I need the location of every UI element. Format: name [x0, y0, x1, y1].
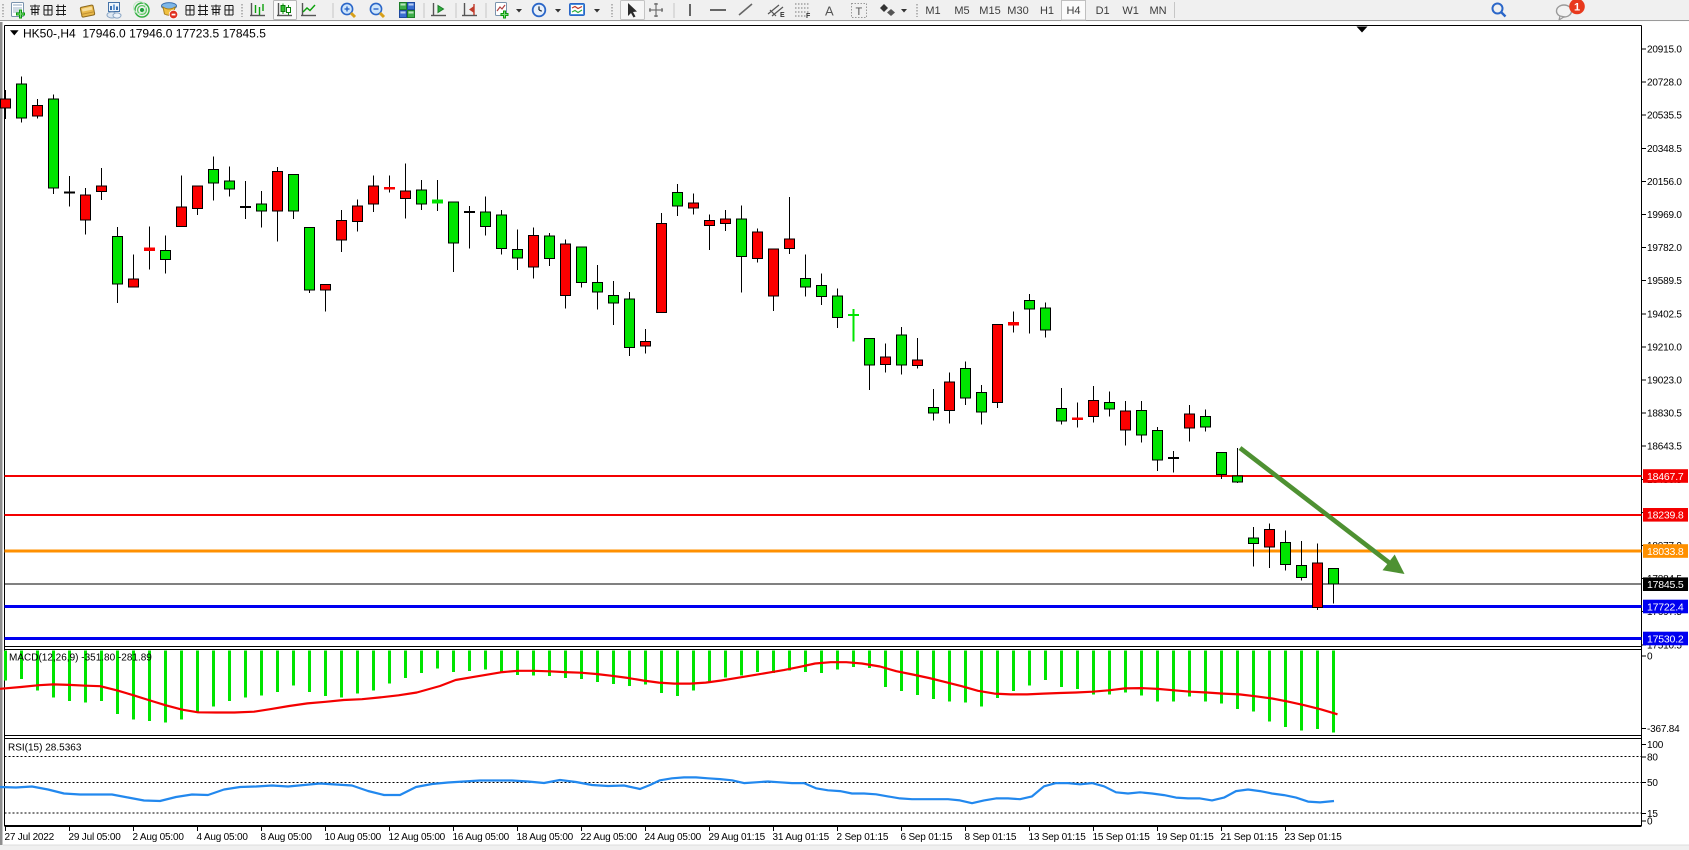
svg-text:17845.5: 17845.5: [1647, 579, 1684, 591]
svg-text:16 Aug 05:00: 16 Aug 05:00: [453, 832, 510, 843]
svg-text:4 Aug 05:00: 4 Aug 05:00: [197, 832, 249, 843]
svg-text:22 Aug 05:00: 22 Aug 05:00: [581, 832, 638, 843]
svg-text:20348.5: 20348.5: [1647, 144, 1682, 155]
svg-text:17722.4: 17722.4: [1647, 601, 1684, 613]
svg-text:18239.8: 18239.8: [1647, 510, 1684, 522]
svg-text:19589.5: 19589.5: [1647, 276, 1682, 287]
svg-text:0: 0: [1647, 651, 1653, 662]
svg-text:W1: W1: [1122, 5, 1139, 17]
svg-text:8 Aug 05:00: 8 Aug 05:00: [261, 832, 313, 843]
svg-text:M1: M1: [925, 5, 940, 17]
svg-text:18033.8: 18033.8: [1647, 546, 1684, 558]
svg-text:2 Sep 01:15: 2 Sep 01:15: [837, 832, 889, 843]
svg-text:13 Sep 01:15: 13 Sep 01:15: [1029, 832, 1087, 843]
svg-text:H1: H1: [1040, 5, 1054, 17]
svg-text:29 Aug 01:15: 29 Aug 01:15: [709, 832, 766, 843]
svg-text:100: 100: [1647, 740, 1664, 751]
svg-text:10 Aug 05:00: 10 Aug 05:00: [325, 832, 382, 843]
svg-text:19023.0: 19023.0: [1647, 376, 1682, 387]
svg-text:50: 50: [1647, 778, 1658, 789]
svg-text:24 Aug 05:00: 24 Aug 05:00: [645, 832, 702, 843]
svg-text:M30: M30: [1007, 5, 1028, 17]
svg-text:18467.7: 18467.7: [1647, 471, 1684, 483]
svg-text:MN: MN: [1149, 5, 1166, 17]
svg-text:6 Sep 01:15: 6 Sep 01:15: [901, 832, 953, 843]
svg-text:H4: H4: [1066, 5, 1080, 17]
svg-text:F: F: [806, 13, 811, 20]
svg-text:15: 15: [1647, 809, 1658, 820]
svg-text:20915.0: 20915.0: [1647, 45, 1682, 56]
svg-text:1: 1: [1574, 2, 1580, 14]
svg-text:20156.0: 20156.0: [1647, 177, 1682, 188]
svg-text:31 Aug 01:15: 31 Aug 01:15: [773, 832, 830, 843]
svg-text:T: T: [856, 6, 863, 18]
svg-text:19 Sep 01:15: 19 Sep 01:15: [1157, 832, 1215, 843]
svg-text:19782.0: 19782.0: [1647, 243, 1682, 254]
svg-text:19969.0: 19969.0: [1647, 210, 1682, 221]
svg-text:20728.0: 20728.0: [1647, 78, 1682, 89]
svg-text:27 Jul 2022: 27 Jul 2022: [5, 832, 55, 843]
svg-text:23 Sep 01:15: 23 Sep 01:15: [1285, 832, 1343, 843]
svg-text:15 Sep 01:15: 15 Sep 01:15: [1093, 832, 1151, 843]
svg-text:0: 0: [1647, 816, 1653, 827]
svg-text:21 Sep 01:15: 21 Sep 01:15: [1221, 832, 1279, 843]
svg-text:2 Aug 05:00: 2 Aug 05:00: [133, 832, 185, 843]
svg-text:18 Aug 05:00: 18 Aug 05:00: [517, 832, 574, 843]
svg-text:D1: D1: [1096, 5, 1110, 17]
svg-text:17530.2: 17530.2: [1647, 633, 1684, 645]
svg-text:RSI(15) 28.5363: RSI(15) 28.5363: [8, 743, 82, 754]
svg-text:17510.5: 17510.5: [1647, 640, 1682, 651]
svg-text:29 Jul 05:00: 29 Jul 05:00: [69, 832, 122, 843]
svg-text:20535.5: 20535.5: [1647, 111, 1682, 122]
svg-text:12 Aug 05:00: 12 Aug 05:00: [389, 832, 446, 843]
svg-text:18643.5: 18643.5: [1647, 442, 1682, 453]
svg-text:A: A: [825, 4, 834, 19]
svg-text:18830.5: 18830.5: [1647, 409, 1682, 420]
svg-text:M15: M15: [979, 5, 1000, 17]
svg-text:M5: M5: [954, 5, 969, 17]
svg-text:-367.84: -367.84: [1647, 724, 1680, 735]
svg-text:E: E: [780, 12, 785, 19]
svg-text:19210.0: 19210.0: [1647, 342, 1682, 353]
svg-text:8 Sep 01:15: 8 Sep 01:15: [965, 832, 1017, 843]
svg-text:MACD(12,26,9) -351.80 -281.89: MACD(12,26,9) -351.80 -281.89: [9, 653, 152, 664]
svg-text:HK50-,H4 17946.0 17946.0 1772: HK50-,H4 17946.0 17946.0 17723.5 17845.5: [23, 27, 266, 41]
svg-text:19402.5: 19402.5: [1647, 309, 1682, 320]
svg-text:80: 80: [1647, 753, 1658, 764]
